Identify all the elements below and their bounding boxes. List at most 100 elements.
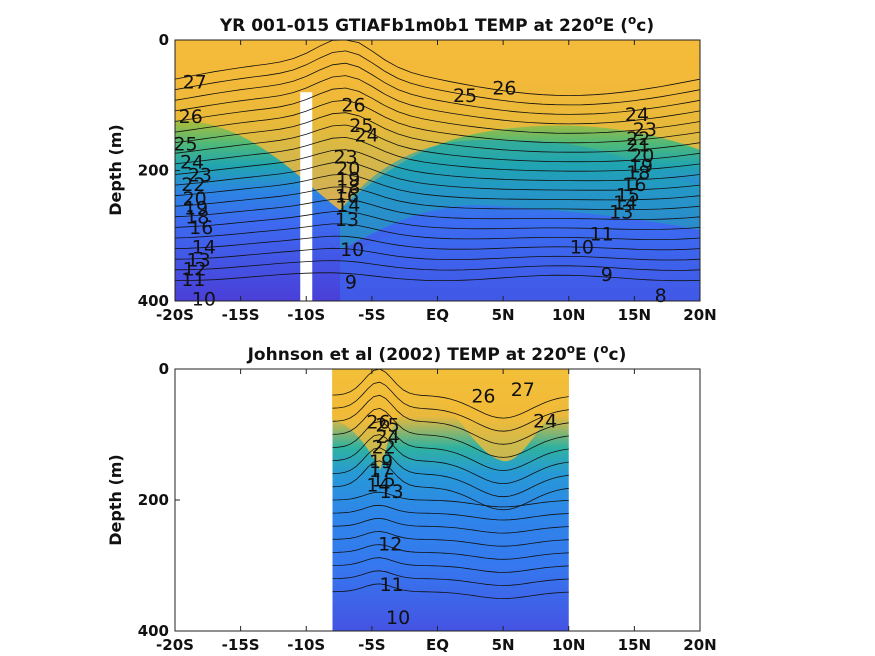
contour-label: 23 [334,146,358,168]
contour-line [332,570,569,586]
contour-label: 19 [184,197,208,219]
x-tick-label: -5S [358,306,385,324]
x-tick-label: 5N [492,306,515,324]
contour-line [332,394,569,445]
contour-line [174,186,701,210]
y-tick-label: 0 [159,31,169,49]
x-ticks-top: -20S -15S -10S -5S EQ 5N 10N 15N 20N [156,40,717,324]
contour-label: 20 [630,145,654,167]
contour-label: 27 [511,379,535,401]
contour-line [174,50,701,106]
x-tick-label: 20N [683,306,716,324]
contour-line [174,87,701,134]
y-tick-label: 200 [138,491,169,509]
contour-label: 15 [616,184,640,206]
contour-label: 25 [349,115,373,137]
contour-line [174,198,701,220]
contour-label: 20 [183,188,207,210]
contour-line [332,460,569,511]
contour-label: 24 [376,426,400,448]
y-tick-label: 400 [138,292,169,310]
x-tick-label: -10S [287,306,325,324]
x-tick-label: -15S [222,636,260,654]
contour-label: 26 [179,106,203,128]
contour-label: 13 [379,481,403,503]
panel-top: 2726252423222019181614131211102625242320… [106,13,717,324]
contour-label: 16 [335,186,359,208]
contour-line [332,381,569,432]
contour-label: 24 [180,152,204,174]
contour-label: 25 [173,133,197,155]
x-tick-label: 5N [492,636,515,654]
contour-label: 23 [188,165,212,187]
x-ticks-bottom: -20S -15S -10S -5S EQ 5N 10N 15N 20N [156,369,717,654]
contour-label: 19 [336,169,360,191]
x-tick-label: 15N [618,306,651,324]
contour-label: 14 [613,192,637,214]
contour-label: 23 [633,119,657,141]
contour-label: 18 [626,162,650,184]
contour-line [174,272,701,282]
contour-label: 21 [626,135,650,157]
y-axis-label-bottom: Depth (m) [106,454,125,546]
x-tick-label: EQ [426,636,449,654]
x-tick-label: -5S [358,636,385,654]
contour-line [174,260,701,271]
warm-shape-bottom [332,369,569,470]
missing-data-gap-top [300,92,313,301]
contour-label: 14 [336,195,360,217]
contour-line [174,75,701,125]
y-ticks-bottom: 0 200 400 [138,360,180,640]
contour-label: 18 [336,176,360,198]
contour-label: 8 [655,285,667,307]
contour-label: 27 [183,71,207,93]
contour-label: 14 [192,236,216,258]
contour-line [332,517,569,534]
contour-line [332,407,569,458]
contour-label: 13 [609,201,633,223]
contour-line [174,211,701,230]
y-tick-label: 200 [138,162,169,180]
contour-label: 22 [181,174,205,196]
contour-line [174,99,701,144]
contour-labels-top: 2726252423222019181614131211102625242320… [173,71,666,310]
contour-line [174,39,701,96]
contour-line [332,491,569,508]
y-tick-label: 0 [159,360,169,378]
contour-label: 19 [369,451,393,473]
contour-line [332,557,569,573]
x-tick-label: EQ [426,306,449,324]
contour-label: 18 [185,206,209,228]
plot-area-bottom [332,369,569,631]
contour-label: 22 [372,437,396,459]
contour-label: 11 [181,269,205,291]
contour-label: 10 [570,236,594,258]
contour-label: 13 [335,209,359,231]
y-tick-label: 400 [138,622,169,640]
contour-line [174,247,701,261]
contour-label: 11 [379,574,403,596]
contour-label: 10 [340,239,364,261]
contour-label: 16 [622,174,646,196]
contour-line [332,583,569,600]
contour-line [332,447,569,498]
contour-label: 13 [187,250,211,272]
contour-label: 24 [355,124,379,146]
contour-label: 9 [601,264,613,286]
contour-line [332,434,569,485]
contour-label: 15 [372,469,396,491]
contour-label: 10 [192,289,216,311]
contour-label: 12 [378,534,402,556]
contour-label: 24 [533,410,557,432]
contour-line [332,504,569,521]
contour-label: 25 [376,414,400,436]
x-tick-label: -15S [222,306,260,324]
contour-label: 9 [345,272,357,294]
y-ticks-top: 0 200 400 [138,31,180,310]
x-tick-label: 20N [683,636,716,654]
contour-line [174,136,701,172]
contour-line [174,174,701,201]
contour-label: 26 [341,94,365,116]
